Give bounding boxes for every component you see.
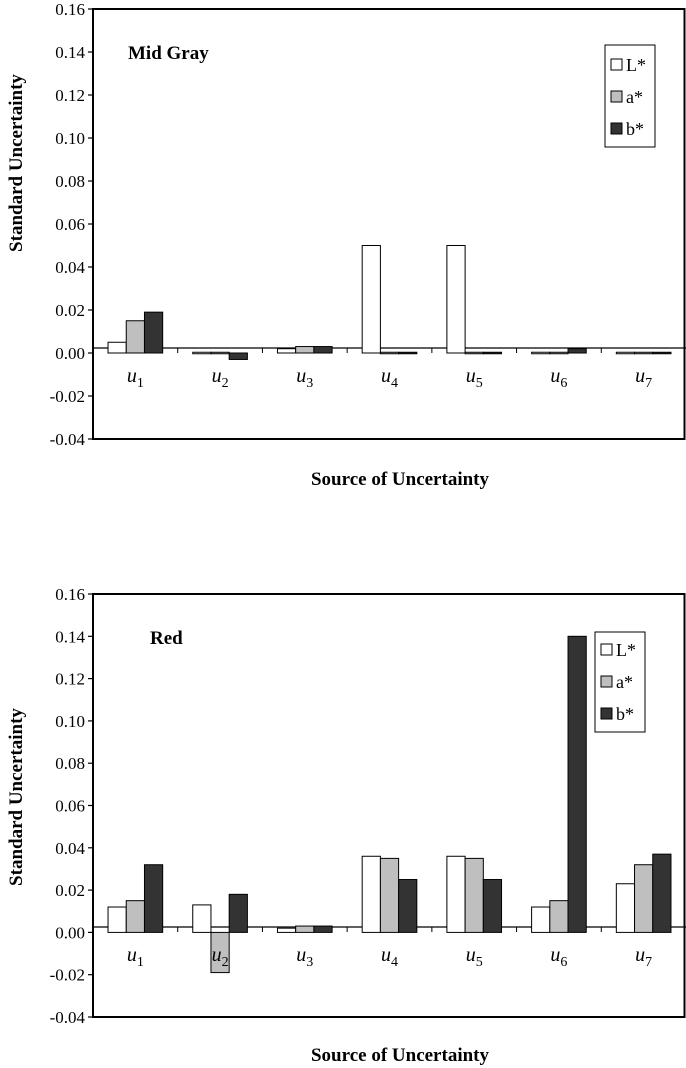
bar-lstar bbox=[192, 351, 212, 355]
x-axis-title: Source of Uncertainty bbox=[311, 1045, 490, 1066]
bar-astar bbox=[379, 857, 400, 933]
category-label: u3 bbox=[296, 944, 313, 970]
bar-bstar bbox=[143, 311, 164, 354]
bar-astar bbox=[125, 320, 145, 354]
bar-bstar bbox=[652, 351, 672, 355]
bar-lstar bbox=[615, 883, 636, 933]
bar-bstar bbox=[482, 351, 503, 355]
y-tick-label: 0.02 bbox=[55, 301, 85, 320]
category-label: u6 bbox=[550, 944, 567, 970]
y-tick-label: 0.00 bbox=[55, 923, 85, 942]
y-tick-label: 0.08 bbox=[55, 172, 85, 191]
bar-lstar bbox=[446, 245, 466, 354]
legend-label: a* bbox=[616, 672, 633, 692]
category-label: u5 bbox=[466, 365, 483, 391]
y-tick-label: 0.10 bbox=[55, 129, 85, 148]
legend-swatch bbox=[600, 643, 613, 656]
bar-lstar bbox=[276, 348, 297, 354]
bar-bstar bbox=[228, 352, 248, 360]
category-label: u7 bbox=[635, 365, 652, 391]
panel-title: Mid Gray bbox=[128, 43, 209, 64]
y-tick-label: 0.16 bbox=[55, 0, 85, 19]
bar-astar bbox=[634, 351, 654, 355]
category-label: u1 bbox=[127, 365, 144, 391]
y-tick-label: 0.04 bbox=[55, 839, 85, 858]
legend-swatch bbox=[610, 58, 623, 71]
bar-astar bbox=[379, 351, 400, 355]
bar-astar bbox=[464, 351, 484, 355]
legend-label: L* bbox=[626, 55, 646, 75]
y-tick-label: -0.04 bbox=[50, 1008, 86, 1027]
y-axis-title: Standard Uncertainty bbox=[6, 74, 27, 252]
y-tick-label: 0.12 bbox=[55, 86, 85, 105]
bar-astar bbox=[634, 864, 654, 933]
y-tick-label: 0.00 bbox=[55, 344, 85, 363]
bar-bstar bbox=[228, 893, 248, 933]
bar-lstar bbox=[107, 906, 127, 933]
category-label: u4 bbox=[381, 365, 398, 391]
bar-astar bbox=[464, 857, 484, 933]
legend-swatch bbox=[610, 90, 623, 103]
y-tick-label: -0.02 bbox=[50, 387, 85, 406]
bar-bstar bbox=[143, 864, 164, 933]
bar-astar bbox=[210, 351, 230, 355]
category-label: u6 bbox=[550, 365, 567, 391]
bar-bstar bbox=[398, 351, 418, 355]
bar-bstar bbox=[652, 853, 672, 933]
y-tick-label: 0.06 bbox=[55, 215, 85, 234]
y-tick-label: 0.10 bbox=[55, 712, 85, 731]
y-tick-label: 0.02 bbox=[55, 881, 85, 900]
category-label: u3 bbox=[296, 365, 313, 391]
bar-bstar bbox=[567, 635, 587, 933]
category-label: u5 bbox=[466, 944, 483, 970]
bar-astar bbox=[549, 351, 569, 355]
legend-swatch bbox=[600, 675, 613, 688]
legend-swatch bbox=[610, 122, 623, 135]
panel-title: Red bbox=[150, 628, 183, 649]
category-label: u7 bbox=[635, 944, 652, 970]
bar-astar bbox=[295, 346, 315, 354]
x-axis-title: Source of Uncertainty bbox=[311, 469, 490, 490]
y-tick-label: 0.12 bbox=[55, 670, 85, 689]
legend-label: b* bbox=[616, 704, 634, 724]
y-tick-label: 0.16 bbox=[55, 585, 85, 604]
bar-lstar bbox=[531, 351, 551, 355]
legend-label: L* bbox=[616, 640, 636, 660]
bar-lstar bbox=[531, 906, 551, 933]
y-tick-label: -0.04 bbox=[50, 430, 86, 449]
y-tick-label: -0.02 bbox=[50, 966, 85, 985]
bar-lstar bbox=[361, 245, 381, 354]
bar-bstar bbox=[313, 925, 333, 933]
chart-mid-gray: Standard Uncertainty Source of Uncertain… bbox=[6, 0, 686, 490]
bar-lstar bbox=[276, 927, 297, 933]
category-label: u2 bbox=[212, 944, 229, 970]
bar-astar bbox=[295, 925, 315, 933]
y-tick-label: 0.08 bbox=[55, 754, 85, 773]
bar-astar bbox=[210, 931, 230, 974]
bar-bstar bbox=[567, 348, 587, 354]
y-tick-label: 0.14 bbox=[55, 43, 85, 62]
legend-label: b* bbox=[626, 119, 644, 139]
y-tick-label: 0.06 bbox=[55, 797, 85, 816]
chart-red: Standard Uncertainty Source of Uncertain… bbox=[6, 585, 686, 1066]
y-axis-title: Standard Uncertainty bbox=[6, 708, 27, 886]
bar-bstar bbox=[398, 879, 418, 933]
bar-lstar bbox=[361, 855, 381, 933]
bar-lstar bbox=[446, 855, 466, 933]
bar-lstar bbox=[615, 351, 636, 355]
bar-astar bbox=[549, 900, 569, 933]
bar-lstar bbox=[107, 341, 127, 354]
bar-lstar bbox=[192, 904, 212, 933]
y-tick-label: 0.14 bbox=[55, 627, 85, 646]
bar-bstar bbox=[313, 346, 333, 354]
bar-bstar bbox=[482, 879, 503, 933]
legend-label: a* bbox=[626, 87, 643, 107]
y-tick-label: 0.04 bbox=[55, 258, 85, 277]
legend-swatch bbox=[600, 707, 613, 720]
category-label: u1 bbox=[127, 944, 144, 970]
bar-astar bbox=[125, 900, 145, 933]
category-label: u2 bbox=[212, 365, 229, 391]
category-label: u4 bbox=[381, 944, 398, 970]
